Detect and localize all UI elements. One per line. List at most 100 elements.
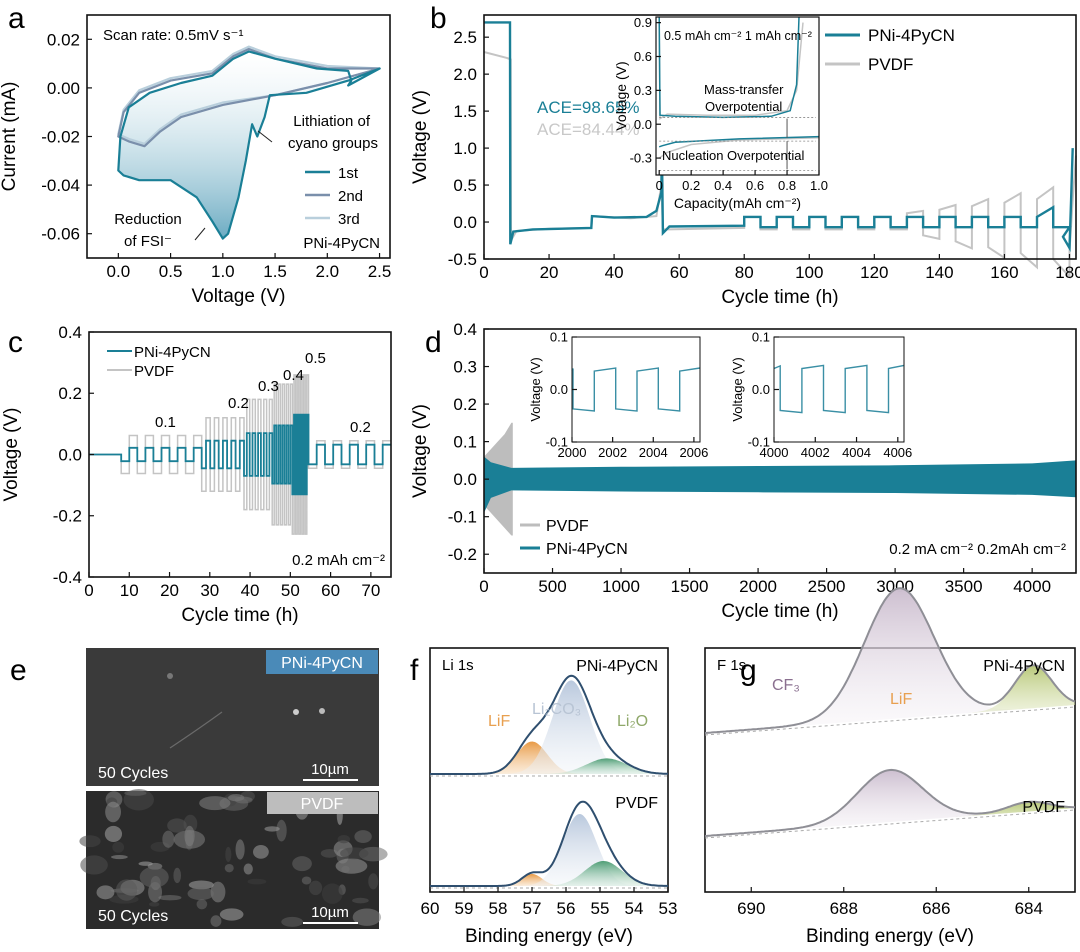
y-tick-label: 0.2 xyxy=(58,384,82,403)
x-tick-label: 2000 xyxy=(558,445,587,460)
sem-grain xyxy=(354,830,372,844)
sem-grain xyxy=(173,867,182,884)
y-axis-label: Current (mA) xyxy=(0,82,20,192)
inset-pni-plate xyxy=(658,135,820,148)
x-tick-label: 4006 xyxy=(883,445,912,460)
y-axis-label: Voltage (V) xyxy=(1,408,22,502)
x-tick-label: 0.4 xyxy=(714,178,732,193)
x-tick-label: 3500 xyxy=(945,577,983,596)
x-tick-label: 1500 xyxy=(671,577,709,596)
panel-letter-f: f xyxy=(410,654,419,687)
x-tick-label: 1.0 xyxy=(211,262,235,281)
x-tick-label: 688 xyxy=(830,899,858,918)
x-tick-label: 60 xyxy=(421,899,440,918)
y-axis-label: Voltage (V) xyxy=(528,357,543,421)
panel-letter-e: e xyxy=(10,654,27,687)
sem-grain xyxy=(158,894,182,901)
inset-annotation-nucleation: Nucleation Overpotential xyxy=(662,148,804,163)
sem-grain xyxy=(210,915,222,927)
sem-grain xyxy=(337,834,351,844)
sem-grain xyxy=(281,916,304,927)
y-tick-label: 0.1 xyxy=(550,330,568,345)
legend-label-1st: 1st xyxy=(338,165,359,182)
y-tick-label: 0.9 xyxy=(634,15,652,30)
sem-scale-label-top: 10µm xyxy=(311,761,349,778)
y-tick-label: 0.00 xyxy=(47,79,80,98)
x-tick-label: 20 xyxy=(540,263,559,282)
panel-c-rate-chart: 0 10 20 30 40 50 60 70 0.4 0.2 0.0 -0.2 -0.4 Cycle ti… xyxy=(1,323,392,626)
x-tick-label: 20 xyxy=(160,581,179,600)
xps-component-li2o xyxy=(430,861,668,886)
y-tick-label: -0.06 xyxy=(41,225,80,244)
panel-letter-g: g xyxy=(740,654,757,687)
x-tick-label: 0 xyxy=(84,581,93,600)
sem-grain xyxy=(124,790,147,796)
x-tick-label: 1000 xyxy=(602,577,640,596)
y-tick-label: 0.0 xyxy=(453,213,477,232)
sem-label-pni: PNi-4PyCN xyxy=(281,655,363,672)
sem-grain xyxy=(196,899,208,910)
sem-grain xyxy=(225,846,232,863)
xps-envelope-pni-4pycn xyxy=(430,674,668,775)
panel-letter-d: d xyxy=(425,326,442,359)
y-tick-label: 0.6 xyxy=(634,49,652,64)
y-tick-label: 0.0 xyxy=(58,445,82,464)
legend-label-pvdf: PVDF xyxy=(868,55,913,74)
annotation-scan-rate: Scan rate: 0.5mV s⁻¹ xyxy=(103,27,243,44)
xps-peak-label: Li₂CO₃ xyxy=(532,701,581,718)
x-axis-label: Voltage (V) xyxy=(192,286,286,307)
inset-trace xyxy=(773,364,905,414)
x-tick-label: 40 xyxy=(605,263,624,282)
sem-label-pvdf-bg xyxy=(267,792,378,814)
y-tick-label: -0.1 xyxy=(448,508,477,527)
xps-component-lif xyxy=(705,665,1075,733)
y-axis-label: Voltage (V) xyxy=(730,357,745,421)
legend-label-pni: PNi-4PyCN xyxy=(546,541,628,558)
sem-particle xyxy=(167,673,173,679)
x-tick-label: 54 xyxy=(625,899,644,918)
annotation-sample: PNi-4PyCN xyxy=(303,235,380,252)
y-tick-label: 1.5 xyxy=(453,102,477,121)
y-tick-label: 0.0 xyxy=(453,470,477,489)
y-tick-label: 0.4 xyxy=(453,320,477,339)
sem-grain xyxy=(234,796,253,804)
x-tick-label: 1.0 xyxy=(810,178,828,193)
annotation-arrow xyxy=(194,227,206,241)
cv-curve-1st xyxy=(117,50,381,240)
xps-peak-label: LiF xyxy=(488,713,510,730)
sem-grain xyxy=(219,908,244,921)
panel-letter-b: b xyxy=(430,2,447,35)
sem-grain xyxy=(352,908,382,926)
cv-curve-2nd xyxy=(117,47,381,148)
y-tick-label: -0.3 xyxy=(630,151,652,166)
y-tick-label: -0.04 xyxy=(41,176,80,195)
annotation-rate-0.1: 0.1 xyxy=(155,414,176,431)
y-tick-label: 0.0 xyxy=(752,382,770,397)
x-tick-label: 0.0 xyxy=(107,262,131,281)
x-tick-label: 2000 xyxy=(739,577,777,596)
xps-sample-label: PNi-4PyCN xyxy=(983,658,1065,675)
x-tick-label: 56 xyxy=(557,899,576,918)
x-tick-label: 2.0 xyxy=(315,262,339,281)
panel-a-cv-chart: 0.0 0.5 1.0 1.5 2.0 2.5 0.02 0.00 -0.02 -0.04 -0.0… xyxy=(0,14,391,307)
x-tick-label: 80 xyxy=(735,263,754,282)
plot-frame xyxy=(483,14,1077,260)
x-axis-label: Binding energy (eV) xyxy=(465,926,633,947)
x-tick-label: 59 xyxy=(455,899,474,918)
annotation-conditions: 0.2 mA cm⁻² 0.2mAh cm⁻² xyxy=(889,541,1066,558)
xps-baseline xyxy=(704,809,1076,839)
inset-annotation-capacity: 0.5 mAh cm⁻² 1 mAh cm⁻² xyxy=(664,29,812,43)
x-tick-label: 0.8 xyxy=(778,178,796,193)
x-axis-label: Binding energy (eV) xyxy=(806,926,974,947)
y-axis-label: Voltage (V) xyxy=(613,61,629,130)
series-pni-4pycn xyxy=(89,413,391,496)
x-axis-label: Cycle time (h) xyxy=(721,601,838,622)
xps-component-li2co3 xyxy=(430,814,668,886)
plot-frame xyxy=(655,16,820,176)
sem-cycles-label-bottom: 50 Cycles xyxy=(98,908,168,925)
y-tick-label: 0.2 xyxy=(453,395,477,414)
annotation-rate-0.4: 0.4 xyxy=(283,367,304,384)
xps-title: F 1s xyxy=(717,657,746,674)
annotation-lithiation-2: cyano groups xyxy=(288,135,378,152)
series-pvdf xyxy=(89,374,391,535)
